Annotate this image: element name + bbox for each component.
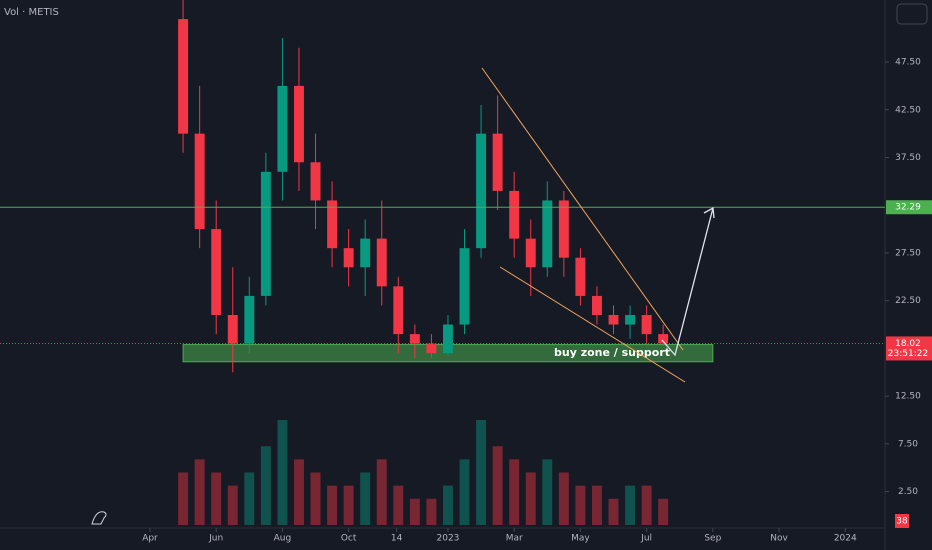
y-tick-label: 7.50 [898, 439, 918, 449]
candle-body [327, 200, 338, 249]
candle-body [641, 315, 652, 335]
y-tick-label: 27.50 [895, 248, 921, 258]
price-label: 18.02 [895, 339, 921, 349]
price-label: 32.29 [895, 203, 921, 213]
candle-body [492, 133, 503, 191]
volume-bar [327, 485, 338, 525]
volume-bar [542, 459, 553, 525]
annotation: buy zone / support [554, 346, 670, 359]
x-tick-label: May [571, 534, 590, 544]
candle-body [575, 257, 586, 296]
candle-body [442, 324, 453, 354]
volume-bar [459, 459, 470, 525]
x-tick-label: Nov [770, 534, 788, 544]
candle-body [459, 248, 470, 325]
candle-body [277, 85, 288, 172]
x-tick-label: Apr [142, 534, 158, 544]
candle-body [658, 334, 669, 344]
candle-body [227, 315, 238, 344]
countdown: 23:51:22 [888, 349, 928, 359]
x-tick-label: Sep [704, 534, 721, 544]
candle-body [244, 295, 255, 344]
volume-label: 38 [896, 517, 908, 527]
candle-body [509, 190, 520, 239]
arrow [661, 207, 714, 357]
y-tick-label: 47.50 [895, 58, 921, 68]
volume-bar [294, 459, 304, 525]
candle-body [476, 133, 487, 249]
volume-bar [558, 472, 569, 525]
volume-bar [194, 459, 205, 525]
x-tick-label: Mar [506, 534, 523, 544]
x-tick-label: 14 [391, 534, 403, 544]
y-tick-label: 42.50 [895, 105, 921, 115]
volume-bar [476, 420, 487, 525]
candle-body [211, 229, 222, 315]
candle-body [426, 343, 437, 354]
volume-bar [360, 472, 371, 525]
candle-body [591, 295, 602, 315]
volume-bar [211, 472, 222, 525]
volume-bar [509, 459, 520, 525]
volume-bar [442, 485, 453, 525]
candle-body [360, 238, 371, 268]
trend-line [499, 266, 686, 383]
volume-bar [178, 472, 189, 525]
candle-body [525, 238, 536, 268]
volume-bar [260, 446, 271, 525]
volume-bar [658, 498, 669, 525]
candle-body [376, 238, 387, 287]
volume-bar [310, 472, 321, 525]
candle-body [558, 200, 569, 258]
volume-bar [625, 485, 636, 525]
volume-bar [277, 420, 288, 525]
volume-label-box [895, 514, 909, 528]
candle-body [625, 315, 636, 325]
logo [91, 511, 107, 525]
volume-bar [409, 498, 420, 525]
x-tick-label: 2023 [437, 534, 460, 544]
candle-body [393, 286, 404, 335]
x-tick-label: Jul [640, 534, 652, 544]
y-tick-label: 37.50 [895, 153, 921, 163]
button[interactable] [896, 3, 928, 25]
volume-bar [591, 485, 602, 525]
y-tick-label: 2.50 [898, 487, 918, 497]
candle-body [409, 334, 420, 344]
x-tick-label: 2024 [834, 534, 857, 544]
x-tick-label: Jun [208, 534, 223, 544]
volume-bar [244, 472, 255, 525]
volume-bar [376, 459, 387, 525]
volume-bar [343, 485, 354, 525]
volume-bar [641, 485, 652, 525]
candle-body [310, 162, 321, 201]
trend-line [481, 67, 684, 351]
candle-body [260, 171, 271, 296]
y-tick-label: 12.50 [895, 392, 921, 402]
volume-bar [575, 485, 586, 525]
candle-body [608, 315, 619, 325]
legend-text: Vol · METIS [4, 7, 59, 18]
volume-bar [426, 498, 437, 525]
x-tick-label: Aug [274, 534, 292, 544]
y-tick-label: 22.50 [895, 296, 921, 306]
volume-bar [525, 472, 536, 525]
volume-bar [393, 485, 404, 525]
x-tick-label: Oct [341, 534, 357, 544]
candle-body [343, 248, 354, 268]
price-label-box [886, 200, 932, 215]
candle-body [294, 85, 304, 163]
price-label-box [886, 336, 932, 361]
candle-body [194, 133, 205, 230]
arrow-head [703, 206, 715, 219]
candle-body [178, 19, 189, 134]
volume-bar [227, 485, 238, 525]
candle-body [542, 200, 553, 268]
volume-bar [492, 446, 503, 525]
volume-bar [608, 498, 619, 525]
